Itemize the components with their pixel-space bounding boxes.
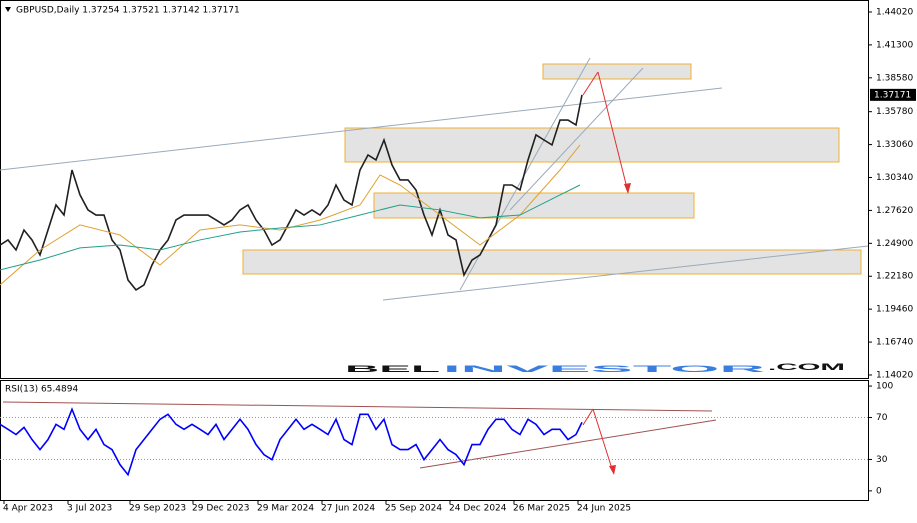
chart-title: GBPUSD,Daily 1.37254 1.37521 1.37142 1.3… [16, 6, 240, 16]
y-tick-label: 1.41300 [876, 40, 913, 50]
y-tick-label: 1.14020 [876, 370, 913, 380]
y-tick-label: 1.19460 [876, 305, 913, 315]
series-line [0, 144, 581, 286]
last-price-box [870, 88, 916, 101]
x-tick-label: 29 Dec 2023 [192, 504, 250, 514]
zone [542, 63, 692, 80]
x-tick-label: 27 Jun 2024 [321, 504, 375, 514]
x-tick-label: 29 Mar 2024 [257, 504, 314, 514]
watermark: BEL [345, 364, 443, 374]
arrow [582, 71, 599, 96]
y-tick-label: 30 [876, 455, 888, 465]
price-panel-frame [0, 0, 869, 379]
y-tick-label: 1.16740 [876, 338, 913, 348]
x-tick-label: 29 Sep 2023 [129, 504, 186, 514]
y-tick-label: 70 [876, 413, 888, 423]
y-tick-label: 1.33060 [876, 140, 913, 150]
watermark: .COM [768, 362, 845, 372]
zone [373, 192, 695, 219]
rsi-panel-frame [0, 380, 869, 501]
y-tick-label: 1.22180 [876, 272, 913, 282]
series-line [0, 184, 581, 271]
y-tick-label: 1.38580 [876, 73, 913, 83]
x-tick-label: 25 Sep 2024 [385, 504, 442, 514]
channel-line [509, 67, 644, 211]
x-tick-label: 24 Jun 2025 [577, 504, 631, 514]
trend-line [382, 245, 869, 301]
watermark: INVESTOR [443, 364, 769, 374]
arrow [582, 408, 594, 426]
rsi-title: RSI(13) 65.4894 [5, 385, 78, 395]
arrow [592, 408, 614, 473]
arrow-head [624, 183, 631, 194]
y-tick-label: 1.44020 [876, 7, 913, 17]
title-icon [5, 7, 11, 12]
y-tick-label: 100 [876, 382, 893, 392]
last-price-label: 1.37171 [874, 90, 911, 100]
arrow [597, 71, 629, 193]
arrow-head [609, 465, 616, 475]
y-tick-label: 1.30340 [876, 173, 913, 183]
zone [242, 249, 862, 275]
zone [344, 127, 840, 163]
rsi-trend-line [419, 419, 717, 469]
y-tick-label: 1.35780 [876, 107, 913, 117]
series-line [0, 407, 583, 477]
x-tick-label: 4 Apr 2023 [3, 504, 53, 514]
trend-line [0, 87, 723, 171]
y-tick-label: 1.24900 [876, 239, 913, 249]
rsi-trend-line [2, 401, 713, 412]
x-tick-label: 24 Dec 2024 [449, 504, 507, 514]
y-tick-label: 1.27620 [876, 206, 913, 216]
x-tick-label: 3 Jul 2023 [67, 504, 112, 514]
x-tick-label: 26 Mar 2025 [513, 504, 570, 514]
series-line [0, 94, 583, 291]
y-tick-label: 0 [876, 486, 882, 496]
